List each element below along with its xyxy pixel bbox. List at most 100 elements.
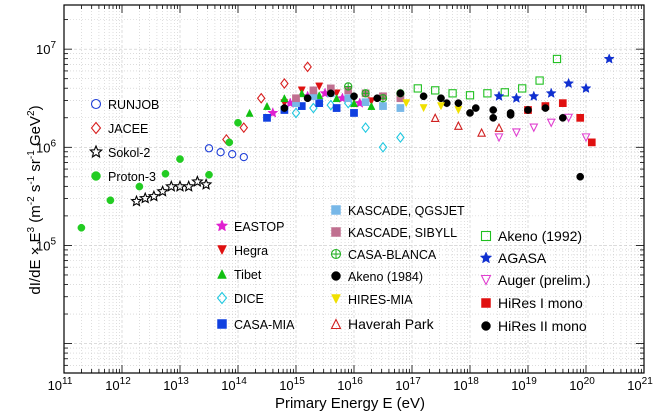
data-point xyxy=(419,104,428,113)
data-point xyxy=(331,227,341,237)
data-point xyxy=(453,120,463,130)
series-proton-3 xyxy=(77,118,242,232)
data-point xyxy=(379,102,387,110)
data-point xyxy=(303,61,312,73)
legend-label: Akeno (1984) xyxy=(348,270,423,284)
data-point xyxy=(239,122,249,134)
legend-label: Auger (prelim.) xyxy=(498,272,591,288)
data-point xyxy=(489,114,498,122)
data-point xyxy=(483,89,492,98)
legend-label: AGASA xyxy=(498,250,547,266)
data-point xyxy=(225,138,234,147)
data-point xyxy=(216,291,228,305)
legend-label: JACEE xyxy=(108,122,148,136)
legend-entry: Auger (prelim.) xyxy=(480,272,591,288)
legend-entry: KASCADE, SIBYLL xyxy=(331,226,457,240)
data-point xyxy=(332,104,341,112)
data-point xyxy=(465,91,475,100)
data-point xyxy=(234,118,242,127)
x-tick-label: 1014 xyxy=(221,376,247,393)
series-runjob xyxy=(204,144,248,162)
data-point xyxy=(77,223,86,232)
data-point xyxy=(576,114,585,122)
legend-label: CASA-BLANCA xyxy=(348,248,437,262)
data-point xyxy=(494,133,504,143)
data-point xyxy=(204,144,214,153)
legend-label: Proton-3 xyxy=(108,170,156,184)
legend-entry: Akeno (1984) xyxy=(331,270,423,284)
legend-entry: CASA-MIA xyxy=(217,318,295,332)
series-haverah-park xyxy=(430,113,504,137)
data-point xyxy=(263,114,271,122)
data-point xyxy=(215,219,229,232)
data-point xyxy=(350,92,358,101)
data-point xyxy=(511,128,521,138)
data-point xyxy=(436,102,446,111)
legend-entry: KASCADE, QGSJET xyxy=(331,204,465,218)
legend-label: Tibet xyxy=(234,268,262,282)
data-point xyxy=(245,108,254,117)
data-point xyxy=(228,150,237,159)
data-point xyxy=(396,131,405,143)
data-point xyxy=(292,94,300,103)
data-point xyxy=(373,94,382,103)
data-point xyxy=(430,113,440,123)
data-point xyxy=(331,294,341,305)
data-point xyxy=(205,170,213,179)
legend-label: Hegra xyxy=(234,244,268,258)
data-point xyxy=(291,107,301,119)
data-point xyxy=(350,109,358,117)
legend-entry: AGASA xyxy=(479,250,547,266)
data-point xyxy=(524,106,532,114)
grid xyxy=(64,5,644,373)
y-tick-label: 106 xyxy=(36,138,56,155)
data-point xyxy=(239,152,248,162)
data-point xyxy=(331,205,341,215)
data-point xyxy=(580,82,592,94)
legend: RUNJOB JACEE Sokol-2 Proton-3 EASTOP Hegra Tib… xyxy=(88,98,591,334)
data-point xyxy=(367,101,376,110)
y-axis-label: dI/dE × E3​ (m-2​ s-1​ sr-1​ GeV2​) xyxy=(26,105,44,294)
series-hires-ii-mono xyxy=(437,94,585,181)
legend-entry: EASTOP xyxy=(215,219,284,234)
legend-entry: HiRes II mono xyxy=(481,318,587,334)
data-point xyxy=(367,97,376,106)
legend-label: KASCADE, QGSJET xyxy=(348,204,465,218)
data-point xyxy=(378,141,388,153)
data-point xyxy=(518,84,527,93)
data-point xyxy=(396,89,405,98)
legend-label: HIRES-MIA xyxy=(348,293,413,307)
legend-entry: JACEE xyxy=(90,121,148,136)
data-point xyxy=(280,94,289,103)
data-point xyxy=(576,172,585,181)
x-tick-label: 1015 xyxy=(279,376,305,393)
legend-label: CASA-MIA xyxy=(234,318,295,332)
legend-entry: DICE xyxy=(216,291,264,306)
data-point xyxy=(545,87,557,98)
data-point xyxy=(165,179,178,192)
data-point xyxy=(558,99,567,107)
legend-label: DICE xyxy=(234,292,264,306)
data-point xyxy=(256,92,266,104)
axis-ticks: 1011 1012 1013 1014 1015 1016 1017 1018 1019 1020… xyxy=(36,5,653,393)
data-point xyxy=(217,268,227,279)
y-tick-label: 107 xyxy=(36,40,56,57)
data-point xyxy=(90,121,102,135)
legend-label: HiRes I mono xyxy=(498,295,583,311)
data-point xyxy=(326,89,335,98)
series-sokol-2 xyxy=(130,174,213,207)
legend-entry: Hegra xyxy=(217,244,268,258)
data-point xyxy=(217,319,227,329)
x-axis-label: Primary Energy E (eV) xyxy=(275,395,425,412)
data-point xyxy=(402,99,411,108)
data-point xyxy=(361,122,370,134)
series-agasa xyxy=(493,53,615,103)
data-point xyxy=(541,104,550,112)
data-point xyxy=(413,84,422,93)
legend-entry: Haverah Park xyxy=(330,316,435,332)
x-tick-label: 1017 xyxy=(395,376,421,393)
data-point xyxy=(546,118,556,128)
x-tick-label: 1019 xyxy=(511,376,537,393)
data-point xyxy=(471,104,480,112)
data-point xyxy=(182,179,195,192)
